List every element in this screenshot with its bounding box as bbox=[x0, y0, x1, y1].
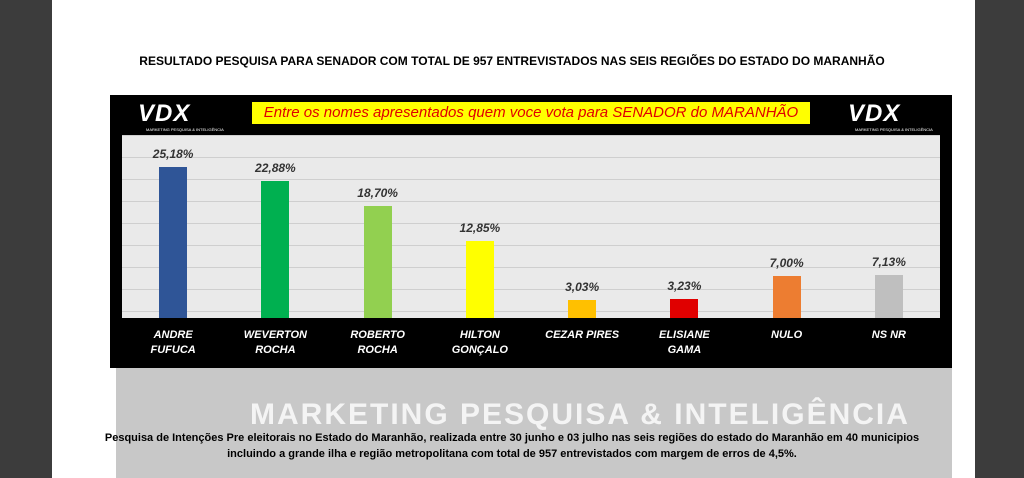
value-label: 18,70% bbox=[357, 185, 398, 200]
logo-tagline: MARKETING PESQUISA & INTELIGÊNCIA bbox=[146, 127, 224, 132]
value-label: 3,23% bbox=[667, 278, 702, 293]
page-title: RESULTADO PESQUISA PARA SENADOR COM TOTA… bbox=[139, 54, 885, 68]
x-tick-label: NULO bbox=[771, 329, 803, 341]
x-tick-label: ELISIANE GAMA bbox=[659, 329, 710, 356]
value-label: 22,88% bbox=[255, 160, 296, 175]
value-label: 25,18% bbox=[152, 146, 194, 161]
x-tick-label: CEZAR PIRES bbox=[545, 329, 620, 341]
logo: VDX bbox=[848, 100, 901, 127]
footnote: incluindo a grande ilha e região metropo… bbox=[227, 448, 797, 460]
chart-subtitle: Entre os nomes apresentados quem voce vo… bbox=[252, 102, 810, 124]
bar bbox=[568, 299, 597, 318]
x-tick-label: HILTON GONÇALO bbox=[451, 329, 508, 356]
x-tick-label: ROBERTO ROCHA bbox=[350, 329, 405, 356]
bar bbox=[670, 298, 699, 318]
watermark-panel bbox=[116, 368, 952, 478]
footnote: Pesquisa de Intenções Pre eleitorais no … bbox=[104, 432, 920, 444]
value-label: 3,03% bbox=[565, 279, 600, 294]
bar bbox=[261, 180, 290, 318]
logo: VDX bbox=[138, 100, 191, 127]
x-tick-label: ANDRE FUFUCA bbox=[150, 329, 196, 356]
bar bbox=[874, 275, 903, 318]
bar bbox=[465, 240, 494, 318]
logo-tagline: MARKETING PESQUISA & INTELIGÊNCIA bbox=[855, 127, 933, 132]
x-tick-label: NS NR bbox=[871, 329, 906, 341]
x-tick-label: WEVERTON ROCHA bbox=[243, 329, 307, 356]
bar bbox=[159, 166, 188, 318]
value-label: 7,00% bbox=[769, 256, 804, 270]
watermark: MARKETING PESQUISA & INTELIGÊNCIA bbox=[250, 398, 910, 431]
value-label: 7,13% bbox=[871, 255, 906, 270]
bar bbox=[363, 205, 392, 318]
value-label: 12,85% bbox=[459, 220, 501, 235]
plot-area bbox=[122, 135, 940, 318]
bar bbox=[772, 276, 801, 318]
